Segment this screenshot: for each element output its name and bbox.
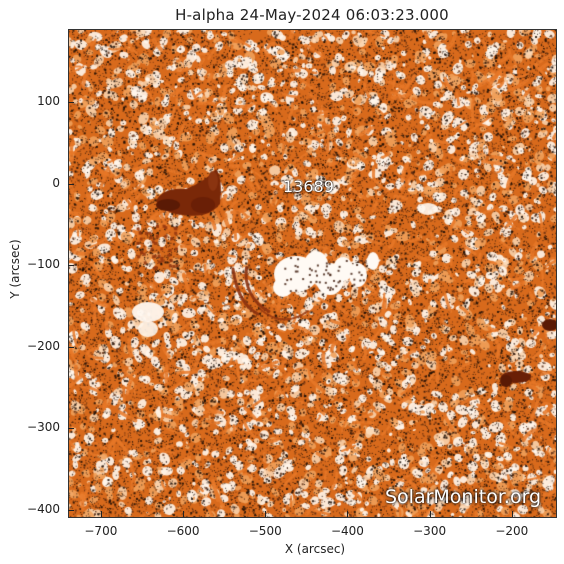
h-alpha-image bbox=[68, 29, 557, 518]
x-tick-mark bbox=[101, 511, 102, 517]
x-tick-mark bbox=[265, 511, 266, 517]
active-region-label: 13689 bbox=[283, 177, 334, 196]
x-tick-mark bbox=[183, 511, 184, 517]
y-tick-label: −300 bbox=[27, 420, 60, 435]
y-tick-label: −100 bbox=[27, 257, 60, 272]
x-tick-mark bbox=[430, 511, 431, 517]
solar-image-plot bbox=[68, 29, 557, 518]
x-tick-mark bbox=[347, 511, 348, 517]
y-tick-mark bbox=[68, 265, 74, 266]
x-tick-label: −400 bbox=[330, 524, 364, 538]
y-tick-label: −200 bbox=[27, 338, 60, 353]
x-tick-label: −300 bbox=[413, 524, 447, 538]
x-tick-label: −700 bbox=[84, 524, 118, 538]
y-tick-mark bbox=[68, 184, 74, 185]
y-tick-mark bbox=[68, 510, 74, 511]
solarmonitor-watermark: SolarMonitor.org bbox=[385, 486, 542, 508]
y-tick-mark bbox=[68, 102, 74, 103]
image-title: H-alpha 24-May-2024 06:03:23.000 bbox=[175, 6, 449, 24]
x-tick-label: −200 bbox=[495, 524, 529, 538]
y-tick-mark bbox=[68, 428, 74, 429]
x-tick-label: −500 bbox=[248, 524, 282, 538]
y-tick-label: 100 bbox=[37, 94, 60, 109]
x-axis-label: X (arcsec) bbox=[284, 542, 346, 556]
y-tick-label: −400 bbox=[27, 501, 60, 516]
y-tick-label: 0 bbox=[52, 175, 60, 190]
x-tick-mark bbox=[512, 511, 513, 517]
x-tick-label: −600 bbox=[166, 524, 200, 538]
y-tick-mark bbox=[68, 347, 74, 348]
